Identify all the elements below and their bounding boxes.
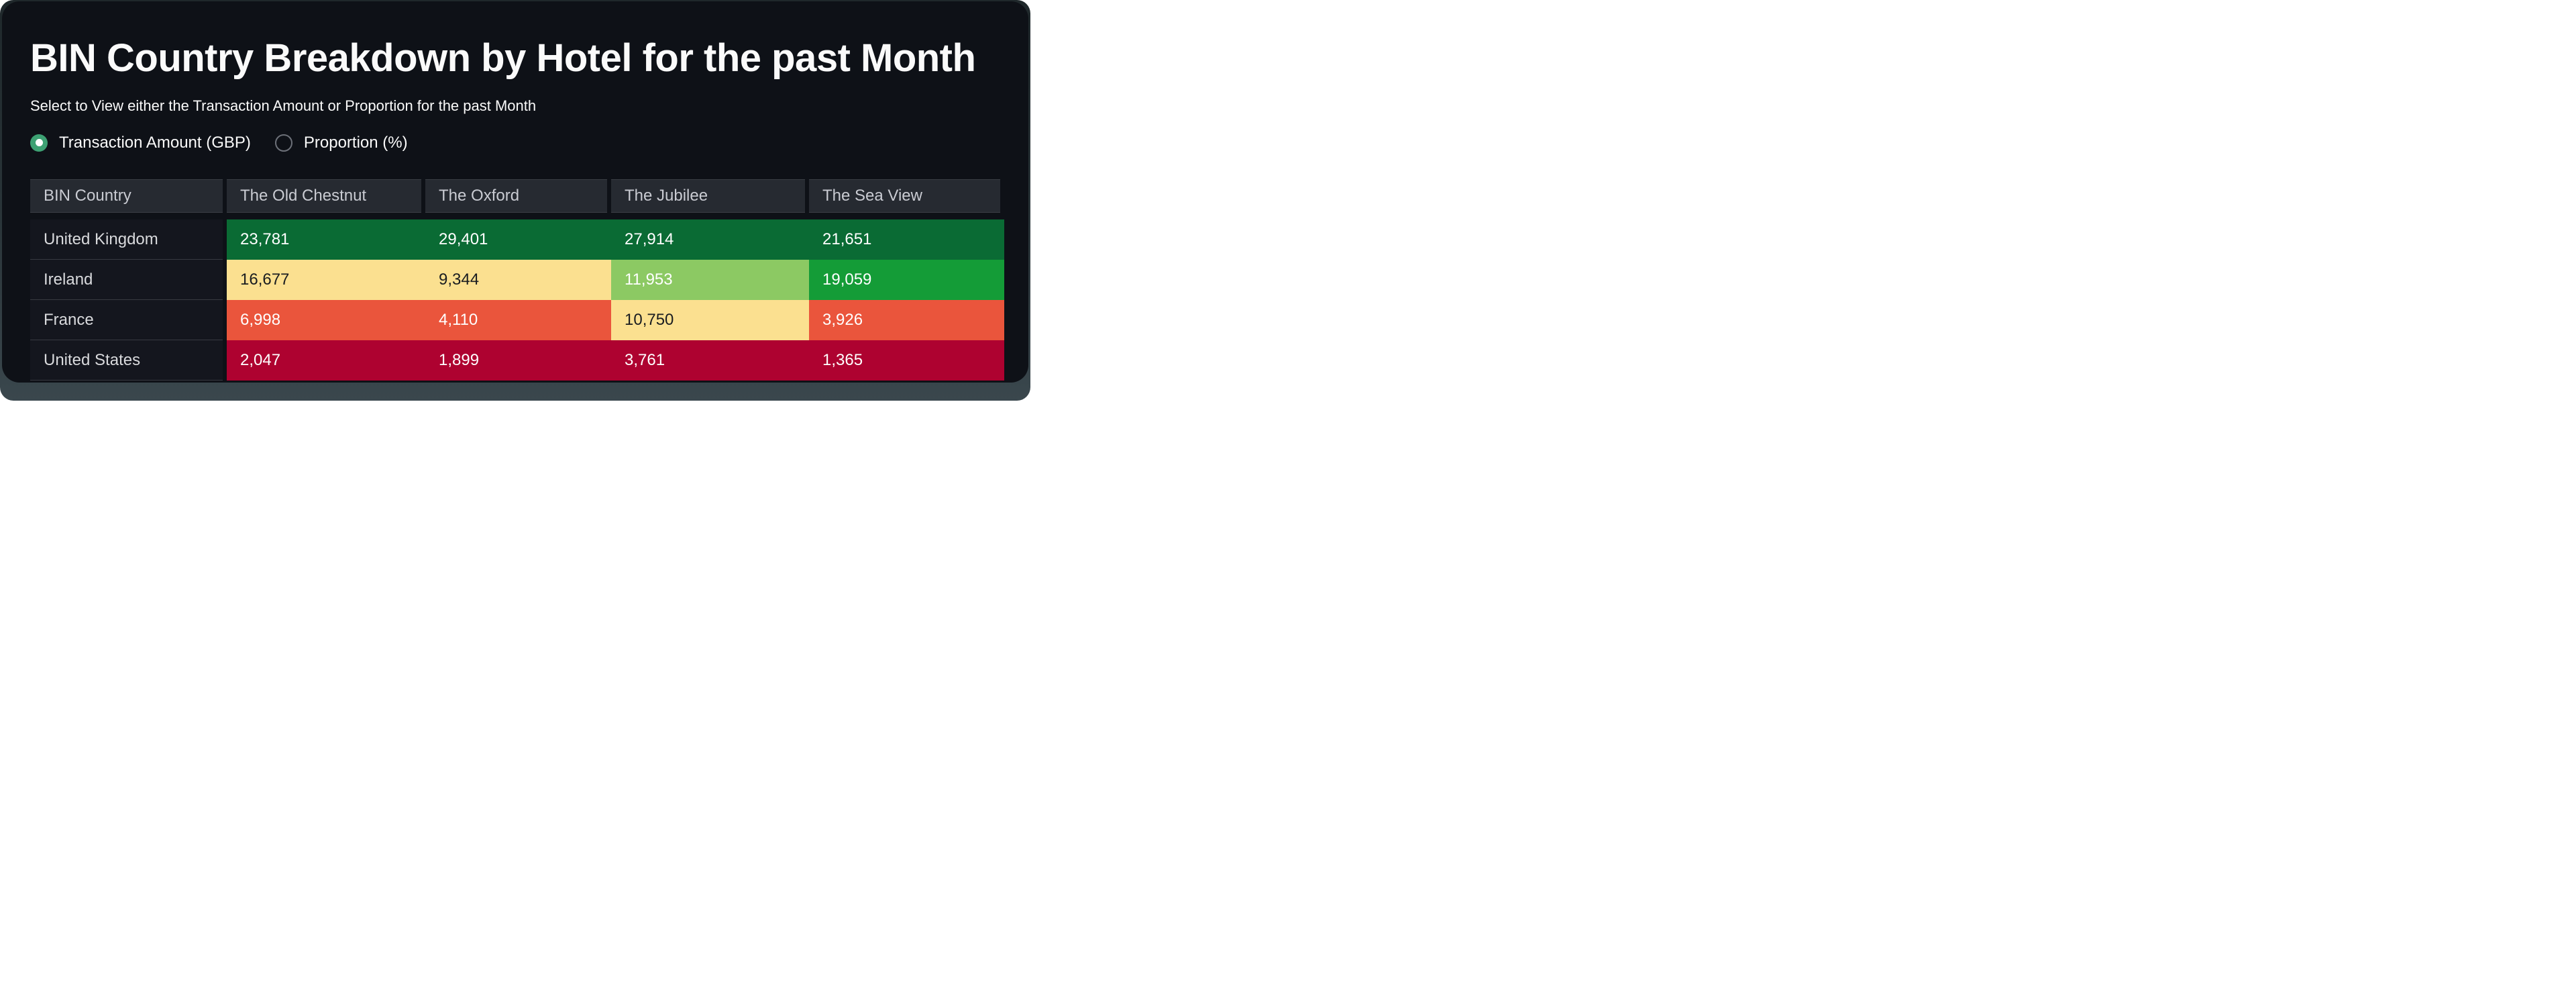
heat-cell: 1,899	[425, 340, 611, 381]
radio-option-label: Proportion (%)	[303, 133, 408, 152]
view-radio-group: Transaction Amount (GBP) Proportion (%)	[30, 134, 1004, 152]
heat-cell: 1,365	[809, 340, 1004, 381]
heat-cell: 23,781	[227, 219, 425, 260]
column-header-the-oxford: The Oxford	[425, 179, 611, 215]
radio-option-proportion[interactable]: Proportion (%)	[274, 133, 408, 152]
heat-cell: 10,750	[611, 299, 809, 340]
radio-selected-icon[interactable]	[30, 134, 48, 152]
heat-cell: 2,047	[227, 340, 425, 381]
heat-cell: 19,059	[809, 259, 1004, 300]
bin-country-heatmap-table: BIN Country The Old Chestnut The Oxford …	[30, 179, 1004, 381]
radio-unselected-icon[interactable]	[274, 134, 292, 152]
row-label-united-kingdom: United Kingdom	[30, 219, 227, 260]
page-title: BIN Country Breakdown by Hotel for the p…	[30, 36, 976, 80]
column-header-bin-country: BIN Country	[30, 179, 227, 215]
radio-dot-icon	[35, 139, 43, 147]
row-label-france: France	[30, 299, 227, 340]
heat-cell: 3,761	[611, 340, 809, 381]
page-subtitle: Select to View either the Transaction Am…	[30, 97, 537, 114]
heat-cell: 21,651	[809, 219, 1004, 260]
column-header-the-old-chestnut: The Old Chestnut	[227, 179, 425, 215]
heat-cell: 3,926	[809, 299, 1004, 340]
heat-cell: 29,401	[425, 219, 611, 260]
column-header-the-jubilee: The Jubilee	[611, 179, 809, 215]
radio-option-transaction-amount[interactable]: Transaction Amount (GBP)	[30, 134, 251, 152]
heat-cell: 6,998	[227, 299, 425, 340]
heat-cell: 27,914	[611, 219, 809, 260]
heat-cell: 11,953	[611, 259, 809, 300]
heat-cell: 16,677	[227, 259, 425, 300]
content-card: BIN Country Breakdown by Hotel for the p…	[2, 1, 1028, 383]
row-label-united-states: United States	[30, 340, 227, 381]
app-window: BIN Country Breakdown by Hotel for the p…	[0, 0, 1030, 401]
column-header-the-sea-view: The Sea View	[809, 179, 1004, 215]
radio-option-label: Transaction Amount (GBP)	[59, 133, 251, 152]
row-label-ireland: Ireland	[30, 259, 227, 300]
heat-cell: 4,110	[425, 299, 611, 340]
heat-cell: 9,344	[425, 259, 611, 300]
